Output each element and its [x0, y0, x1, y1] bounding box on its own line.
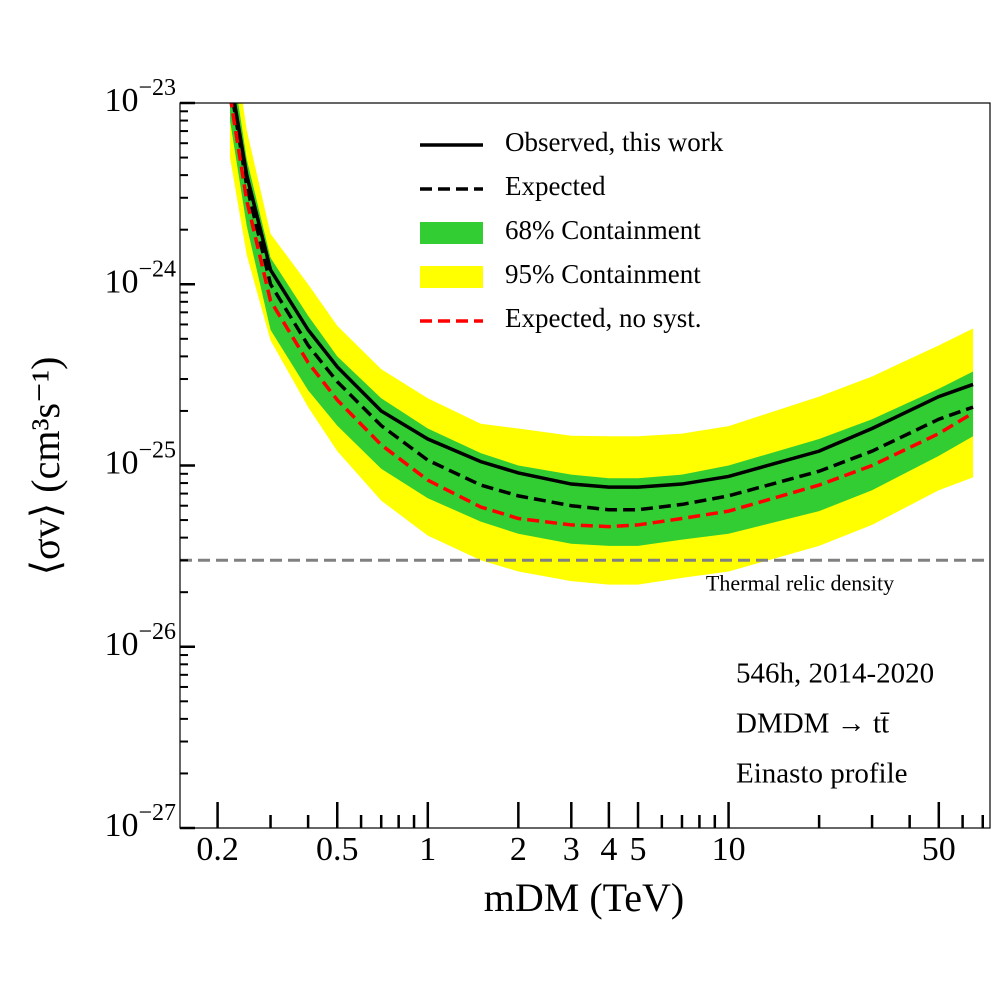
y-tick-label: 10−26 — [104, 618, 176, 662]
legend-swatch — [420, 266, 483, 288]
x-tick-label: 50 — [922, 831, 956, 868]
legend-label: Expected, no syst. — [505, 303, 701, 333]
y-tick-label: 10−25 — [104, 437, 176, 481]
legend-label: 68% Containment — [505, 215, 701, 245]
x-tick-label: 0.5 — [316, 831, 359, 868]
series-line — [229, 103, 974, 529]
x-tick-label: 0.2 — [196, 831, 239, 868]
x-tick-label: 2 — [510, 831, 527, 868]
x-tick-label: 3 — [563, 831, 580, 868]
x-tick-label: 4 — [600, 831, 617, 868]
containment-band — [230, 103, 974, 546]
annotation: Einasto profile — [736, 758, 908, 790]
x-axis-label: mDM (TeV) — [484, 875, 685, 920]
x-tick-label: 1 — [419, 831, 436, 868]
series-line — [232, 103, 974, 489]
series-line — [231, 103, 974, 512]
overlay: 0.2 0.5 1 2 3 4 5 10 50 10−27 10−26 10−25 10−24 10−23… — [104, 75, 984, 868]
annotation: 546h, 2014-2020 — [736, 658, 934, 690]
legend-label: Expected — [505, 171, 606, 201]
y-tick-label: 10−23 — [104, 75, 176, 119]
legend-label: 95% Containment — [505, 259, 701, 289]
y-tick-label: 10−27 — [104, 800, 176, 844]
x-tick-label: 5 — [630, 831, 647, 868]
plot-area — [180, 103, 990, 585]
annotation: DMDM → tt̄ — [736, 708, 890, 740]
legend-swatch — [420, 222, 483, 244]
y-tick-label: 10−24 — [104, 256, 176, 300]
y-axis-label: ⟨σv⟩ (cm³s⁻¹) — [23, 357, 68, 576]
x-tick-label: 10 — [712, 831, 746, 868]
reference-label: Thermal relic density — [706, 570, 894, 595]
legend-label: Observed, this work — [505, 127, 724, 157]
